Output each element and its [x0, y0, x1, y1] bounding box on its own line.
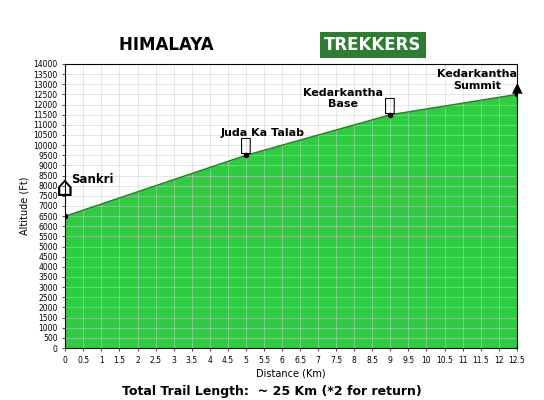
Text: Juda Ka Talab: Juda Ka Talab [221, 128, 305, 138]
Text: TREKKERS: TREKKERS [324, 36, 422, 54]
Text: Kedarkantha
Base: Kedarkantha Base [304, 88, 384, 109]
Text: Kedarkantha Trek: Altitude and Distance profile graph: Kedarkantha Trek: Altitude and Distance … [113, 10, 431, 22]
Text: ▲: ▲ [511, 80, 522, 94]
Y-axis label: Altitude (Ft): Altitude (Ft) [19, 177, 29, 235]
Text: HIMALAYA: HIMALAYA [119, 36, 220, 54]
Text: ⌂: ⌂ [57, 174, 74, 202]
Text: Sankri: Sankri [71, 173, 113, 186]
Text: ⛺: ⛺ [385, 96, 396, 115]
Text: ⛺: ⛺ [240, 136, 252, 155]
Text: Total Trail Length:  ~ 25 Km (*2 for return): Total Trail Length: ~ 25 Km (*2 for retu… [122, 386, 422, 398]
X-axis label: Distance (Km): Distance (Km) [256, 369, 326, 379]
Text: Kedarkantha
Summit: Kedarkantha Summit [437, 70, 517, 91]
